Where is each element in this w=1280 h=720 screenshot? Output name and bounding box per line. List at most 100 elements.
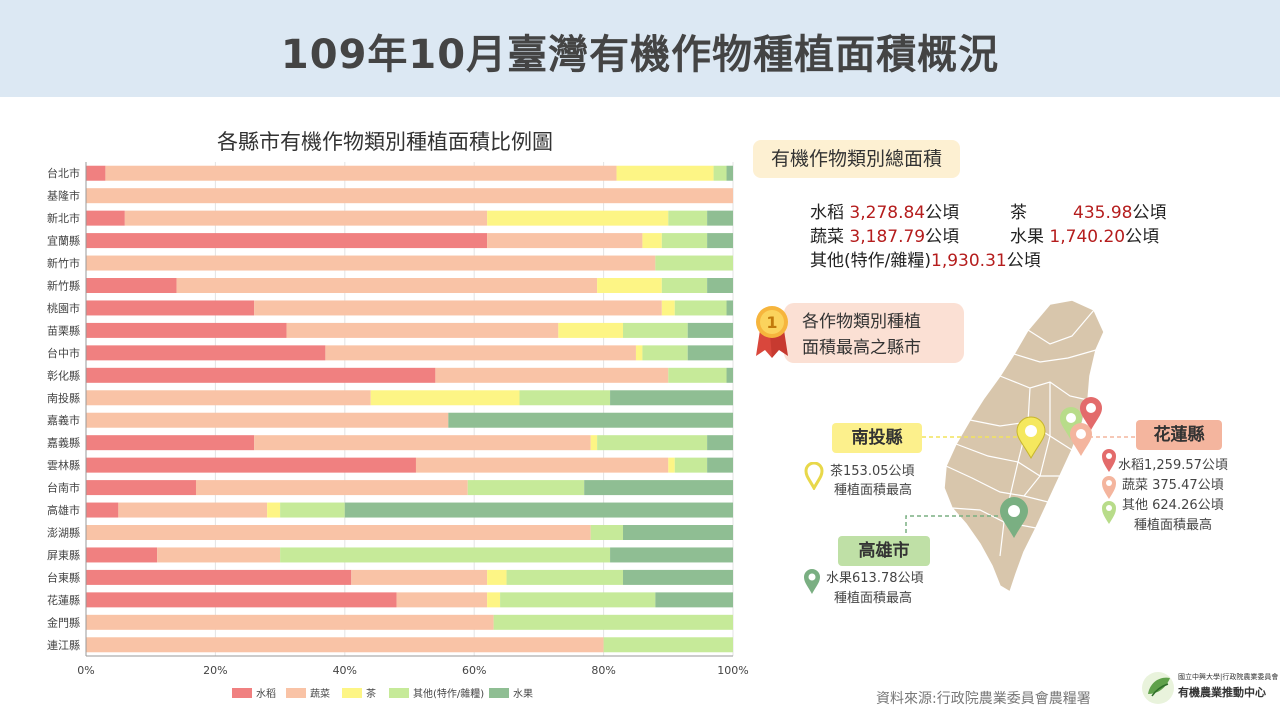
x-tick-label: 100% [717, 664, 748, 677]
bar-segment [661, 233, 708, 249]
bar-segment [415, 457, 669, 473]
bar-segment [118, 502, 268, 518]
nantou-line2: 種植面積最高 [834, 483, 913, 498]
kaohsiung-line1: 水果613.78公頃 [826, 571, 924, 586]
bar-segment [86, 390, 371, 406]
bar-segment [707, 233, 733, 249]
y-category-label: 台東縣 [47, 570, 80, 584]
bar-segment [558, 322, 624, 338]
medal-icon: 1 [756, 306, 788, 358]
bar-segment [493, 614, 733, 630]
bar-segment [726, 300, 733, 316]
legend-label: 其他(特作/雜糧) [413, 687, 484, 700]
medal-number: 1 [766, 313, 777, 332]
bar-segment [370, 390, 520, 406]
bar-segment [86, 547, 158, 563]
bar-segment [157, 547, 281, 563]
logo-title: 有機農業推動中心 [1178, 686, 1266, 699]
top-line1: 各作物類別種植 [802, 312, 921, 332]
y-category-label: 宜蘭縣 [47, 234, 80, 248]
y-category-label: 台南市 [47, 481, 80, 495]
total-unit: 公頃 [1125, 227, 1160, 247]
organic-center-logo-icon [1142, 672, 1174, 704]
y-category-label: 台中市 [47, 346, 80, 360]
total-rice: 水稻 3,278.84公頃 [810, 198, 959, 223]
x-tick-label: 60% [462, 664, 486, 677]
legend-swatch [389, 688, 409, 698]
x-tick-label: 80% [591, 664, 615, 677]
total-tea-value: 435.98 [1073, 203, 1133, 223]
total-rice-name: 水稻 [810, 203, 844, 223]
bar-segment [726, 165, 733, 181]
bar-segment [610, 390, 733, 406]
y-category-label: 新竹市 [47, 256, 80, 270]
title-bar [0, 0, 1280, 97]
bar-segment [280, 547, 611, 563]
page-title: 109年10月臺灣有機作物種植面積概況 [280, 32, 1000, 78]
bar-segment [86, 592, 397, 608]
bar-segment [661, 300, 675, 316]
y-category-label: 新北市 [47, 211, 80, 225]
bar-segment [86, 278, 177, 293]
legend-label: 蔬菜 [310, 688, 330, 700]
y-category-label: 金門縣 [47, 615, 80, 629]
hualien-line4: 種植面積最高 [1134, 518, 1213, 533]
y-category-label: 南投縣 [47, 391, 80, 405]
bar-segment [254, 300, 662, 316]
bar-segment [86, 569, 352, 585]
bar-segment [86, 637, 604, 653]
y-category-label: 連江縣 [47, 638, 80, 652]
bar-segment [86, 165, 106, 181]
hualien-line1: 水稻1,259.57公頃 [1118, 458, 1228, 473]
bar-segment [86, 367, 436, 383]
y-category-label: 澎湖縣 [47, 527, 80, 540]
bar-segment [655, 255, 733, 271]
bar-segment [86, 614, 494, 630]
hualien-line2: 蔬菜 375.47公頃 [1122, 478, 1224, 493]
bar-segment [655, 592, 733, 608]
y-category-label: 苗栗縣 [47, 324, 80, 337]
bar-segment [325, 345, 636, 361]
y-category-label: 花蓮縣 [47, 593, 80, 607]
bar-segment [86, 322, 287, 338]
legend-label: 茶 [366, 687, 376, 700]
total-tea: 茶 435.98公頃 [1010, 198, 1166, 223]
stacked-bar-chart: 0% 20% 40% 60% 80% 100% 台北市基隆市新北市宜蘭縣新竹市新竹縣桃園市苗… [47, 162, 749, 700]
bar-segment [487, 569, 507, 585]
bar-segment [86, 233, 488, 249]
totals-title: 有機作物類別總面積 [753, 140, 960, 178]
bar-segment [124, 210, 488, 226]
bar-segment [487, 592, 501, 608]
bar-segment [590, 525, 624, 540]
nantou-line1: 茶153.05公頃 [830, 464, 915, 479]
hualien-line3: 其他 624.26公頃 [1122, 498, 1224, 513]
legend-label: 水果 [513, 688, 533, 700]
y-category-label: 嘉義市 [47, 413, 80, 427]
total-other-value: 1,930.31 [931, 251, 1007, 271]
bar-segment [396, 592, 488, 608]
bar-segment [623, 569, 733, 585]
x-tick-label: 40% [333, 664, 357, 677]
legend-swatch [232, 688, 252, 698]
bar-segment [603, 637, 733, 653]
bar-segment [467, 480, 585, 496]
total-fruit-name: 水果 [1010, 227, 1044, 247]
bar-segment [487, 233, 643, 249]
bar-segment [623, 525, 733, 540]
bar-segment [86, 457, 416, 473]
bar-segment [500, 592, 656, 608]
bar-segment [86, 525, 591, 540]
bar-segment [344, 502, 733, 518]
bar-segment [687, 345, 733, 361]
bar-segment [86, 300, 255, 316]
y-category-label: 新竹縣 [47, 279, 80, 293]
total-unit: 公頃 [1006, 251, 1041, 271]
bar-segment [86, 188, 733, 204]
total-veg-name: 蔬菜 [810, 227, 844, 247]
bar-segment [668, 457, 675, 473]
bar-segment [642, 345, 688, 361]
total-veg-value: 3,187.79 [849, 227, 926, 247]
bar-segment [267, 502, 281, 518]
hualien-veg-pin-icon [1070, 423, 1092, 456]
